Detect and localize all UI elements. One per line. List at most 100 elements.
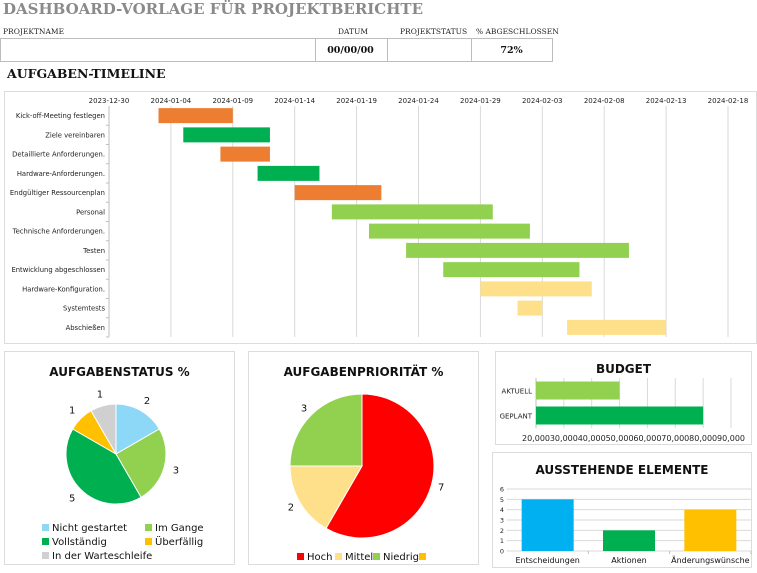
legend-label: Im Gange [155, 523, 204, 534]
pending-y-tick: 6 [500, 486, 504, 494]
pending-bar [521, 499, 574, 551]
gantt-bar [480, 281, 592, 297]
budget-panel: BUDGET 20,000 30,000 40,000 50,000 60,000 70,… [495, 351, 752, 445]
budget-x-tick: 60,000 [633, 434, 661, 443]
priority-pie-title: AUFGABENPRIORITÄT % [283, 365, 444, 379]
gantt-bar [331, 204, 493, 220]
budget-x-tick: 70,000 [661, 434, 689, 443]
priority-pie-panel: AUFGABENPRIORITÄT % 7 2 3 Hoch Mittel Niedrig [248, 351, 479, 565]
gantt-task-label: Ziele vereinbaren [45, 131, 105, 139]
gantt-task-label: Kick-off-Meeting festlegen [16, 112, 105, 120]
pending-y-tick: 4 [500, 506, 504, 514]
pie-data-label: 5 [69, 493, 75, 504]
gantt-x-tick: 2024-02-08 [584, 97, 625, 105]
page-title: DASHBOARD-VORLAGE FÜR PROJEKTBERICHTE [3, 0, 424, 18]
pending-y-tick: 0 [500, 548, 504, 556]
legend-label: Hoch [307, 552, 332, 563]
budget-x-tick: 20,000 [522, 434, 550, 443]
gantt-x-tick: 2023-12-30 [89, 97, 130, 105]
pending-y-tick: 3 [500, 517, 504, 525]
gantt-x-tick: 2024-01-04 [151, 97, 192, 105]
pending-y-tick: 1 [500, 537, 504, 545]
pending-title: AUSSTEHENDE ELEMENTE [535, 463, 709, 477]
budget-x-tick: 30,000 [550, 434, 578, 443]
legend-label: Niedrig [383, 552, 419, 563]
legend-swatch [373, 553, 380, 560]
budget-x-tick: 80,000 [689, 434, 717, 443]
gantt-task-label: Hardware-Konfiguration. [22, 285, 105, 293]
gantt-bar [443, 262, 580, 278]
date-value[interactable]: 00/00/00 [327, 45, 374, 56]
pie-data-label: 1 [97, 390, 103, 401]
pie-data-label: 7 [438, 483, 444, 494]
legend-label: Vollständig [52, 537, 107, 548]
gantt-task-label: Testen [82, 247, 105, 255]
gantt-x-tick: 2024-01-09 [212, 97, 253, 105]
budget-x-tick: 40,000 [578, 434, 606, 443]
gantt-task-label: Detaillierte Anforderungen. [12, 151, 105, 159]
pending-category-label: Entscheidungen [515, 556, 579, 565]
gantt-bar [567, 319, 667, 335]
pie-data-label: 2 [144, 396, 150, 407]
pending-category-label: Änderungswünsche [671, 555, 750, 565]
gantt-task-label: Endgültiger Ressourcenplan [10, 189, 105, 197]
project-name-label: PROJEKTNAME [3, 27, 65, 36]
gantt-task-label: Hardware-Anforderungen. [17, 170, 105, 178]
pending-bar [684, 509, 737, 551]
legend-swatch [145, 538, 152, 545]
timeline-chart-panel: 2023-12-30 2024-01-04 2024-01-09 2024-01-14… [4, 91, 757, 344]
status-pie-chart: 2 3 5 1 1 Nicht gestartet Im Gange Vollständig Ü… [42, 390, 204, 562]
budget-category-label: GEPLANT [500, 413, 533, 421]
pending-chart: 0 1 2 3 4 5 6 Entscheidungen Aktionen Änderungswü… [500, 486, 752, 565]
pending-category-label: Aktionen [611, 556, 646, 565]
gantt-bar [294, 185, 382, 201]
budget-x-tick: 50,000 [606, 434, 634, 443]
budget-title: BUDGET [595, 362, 652, 376]
gantt-bar [158, 108, 233, 124]
pct-label: % ABGESCHLOSSEN [476, 27, 559, 36]
timeline-title: AUFGABEN-TIMELINE [7, 66, 166, 81]
legend-swatch [42, 538, 49, 545]
pie-slice [289, 393, 363, 467]
gantt-x-tick: 2024-01-24 [398, 97, 439, 105]
pie-data-label: 1 [69, 406, 75, 417]
project-info-row [0, 38, 553, 62]
gantt-x-tick: 2024-01-29 [460, 97, 501, 105]
gantt-bar [517, 300, 543, 316]
pie-slice [289, 465, 363, 530]
gantt-task-label: Personal [76, 208, 105, 216]
legend-label: In der Warteschleife [52, 551, 152, 562]
legend-swatch [42, 524, 49, 531]
status-pie-title: AUFGABENSTATUS % [49, 365, 190, 379]
gantt-bar [220, 146, 270, 162]
legend-swatch [419, 553, 426, 560]
gantt-bar [183, 127, 270, 143]
gantt-x-tick: 2024-01-14 [274, 97, 315, 105]
status-pie-panel: AUFGABENSTATUS % 2 3 5 1 1 Nicht gestartet Im … [4, 351, 235, 565]
pie-slice [90, 403, 117, 456]
legend-swatch [145, 524, 152, 531]
budget-x-tick: 90,000 [717, 434, 745, 443]
pie-slice [115, 428, 167, 498]
priority-pie-chart: 7 2 3 Hoch Mittel Niedrig [288, 393, 444, 563]
date-label: DATUM [338, 27, 369, 36]
gantt-task-label: Technische Anforderungen. [12, 228, 105, 236]
pie-data-label: 2 [288, 503, 294, 514]
legend-label: Nicht gestartet [52, 523, 127, 534]
legend-swatch [42, 552, 49, 559]
timeline-chart: 2023-12-30 2024-01-04 2024-01-09 2024-01-14… [10, 97, 749, 338]
pie-slice [115, 403, 160, 455]
budget-category-label: AKTUELL [502, 388, 533, 396]
budget-bar [536, 406, 704, 425]
gantt-x-tick: 2024-02-18 [708, 97, 749, 105]
legend-swatch [297, 553, 304, 560]
gantt-task-label: Systemtests [63, 305, 105, 313]
budget-chart: 20,000 30,000 40,000 50,000 60,000 70,000 80,0… [500, 378, 745, 443]
gantt-bar [257, 165, 320, 181]
budget-bar [536, 381, 620, 400]
gantt-bar [406, 242, 629, 258]
pie-data-label: 3 [301, 404, 307, 415]
pct-complete-value[interactable]: 72% [500, 45, 523, 56]
gantt-task-label: Abschießen [66, 324, 105, 332]
gantt-x-tick: 2024-02-13 [646, 97, 687, 105]
